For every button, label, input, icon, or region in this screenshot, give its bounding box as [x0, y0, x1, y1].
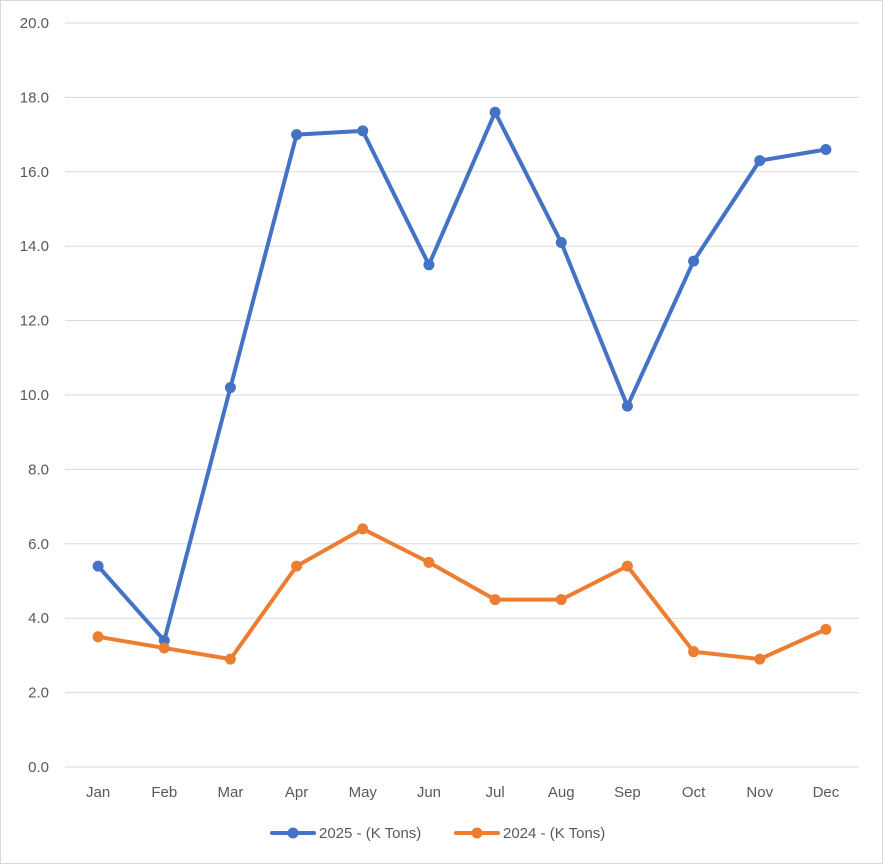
series-0: [92, 106, 832, 647]
series-line: [96, 110, 828, 643]
legend-marker: [287, 827, 299, 839]
y-tick-label: 4.0: [28, 610, 49, 627]
y-tick-label: 16.0: [20, 164, 49, 181]
data-point: [489, 594, 501, 606]
x-tick-label: Mar: [217, 784, 243, 801]
x-tick-label: Jan: [86, 784, 110, 801]
legend-label: 2024 - (K Tons): [503, 825, 605, 842]
data-point: [688, 255, 700, 267]
data-point: [291, 560, 303, 572]
series-line: [96, 526, 828, 662]
x-axis-tick-labels: Jan Feb Mar Apr May Jun Jul Aug Sep Oct Nov Dec: [86, 784, 840, 801]
data-point: [92, 560, 104, 572]
data-point: [224, 653, 236, 665]
legend-entry: 2024 - (K Tons): [454, 825, 605, 842]
y-tick-label: 20.0: [20, 15, 49, 32]
y-tick-label: 18.0: [20, 89, 49, 106]
y-tick-label: 0.0: [28, 759, 49, 776]
x-tick-label: Feb: [151, 784, 177, 801]
data-point: [621, 400, 633, 412]
data-point: [158, 642, 170, 654]
data-point: [92, 631, 104, 643]
data-point: [555, 236, 567, 248]
data-point: [820, 143, 832, 155]
y-tick-label: 12.0: [20, 313, 49, 330]
legend-marker: [471, 827, 483, 839]
data-point: [820, 623, 832, 635]
gridlines: [65, 22, 859, 768]
series-lines: [92, 106, 832, 665]
data-point: [688, 646, 700, 658]
x-tick-label: Jun: [417, 784, 441, 801]
y-tick-label: 8.0: [28, 461, 49, 478]
data-point: [357, 523, 369, 535]
x-tick-label: Dec: [813, 784, 840, 801]
y-tick-label: 14.0: [20, 238, 49, 255]
series-1: [92, 523, 832, 665]
x-tick-label: Oct: [682, 784, 706, 801]
data-point: [224, 382, 236, 394]
x-tick-label: Sep: [614, 784, 641, 801]
x-tick-label: Aug: [548, 784, 575, 801]
x-tick-label: Jul: [485, 784, 504, 801]
data-point: [423, 556, 435, 568]
data-point: [357, 125, 369, 137]
legend: 2025 - (K Tons) 2024 - (K Tons): [270, 825, 605, 842]
legend-label: 2025 - (K Tons): [319, 825, 421, 842]
y-tick-label: 6.0: [28, 536, 49, 553]
data-point: [621, 560, 633, 572]
y-tick-label: 10.0: [20, 387, 49, 404]
y-tick-label: 2.0: [28, 685, 49, 702]
data-point: [754, 155, 766, 167]
y-axis-tick-labels: 0.0 2.0 4.0 6.0 8.0 10.0 12.0 14.0 16.0 18.0 20.0: [20, 15, 49, 776]
x-tick-label: May: [349, 784, 378, 801]
data-point: [423, 259, 435, 271]
legend-entry: 2025 - (K Tons): [270, 825, 421, 842]
data-point: [489, 106, 501, 118]
x-tick-label: Nov: [746, 784, 773, 801]
data-point: [291, 129, 303, 141]
x-tick-label: Apr: [285, 784, 308, 801]
data-point: [555, 594, 567, 606]
data-point: [754, 653, 766, 665]
